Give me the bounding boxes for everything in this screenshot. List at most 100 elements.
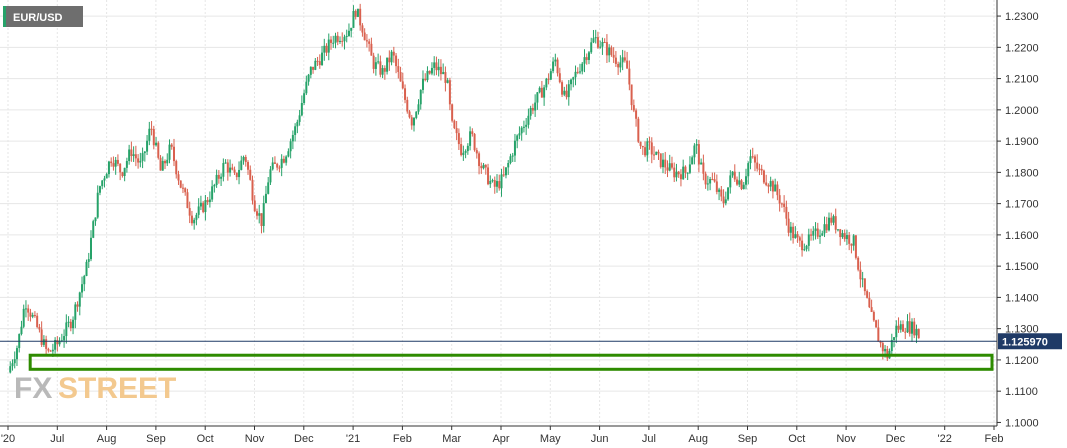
candle-bull: [433, 62, 436, 68]
candle-bear: [740, 180, 743, 190]
candle-bear: [170, 144, 173, 147]
candle-bear: [760, 168, 763, 171]
y-tick-label: 1.1100: [1005, 386, 1038, 398]
candle-bear: [368, 41, 371, 44]
candle-bear: [190, 215, 193, 224]
candle-bear: [843, 233, 846, 240]
candle-bull: [747, 163, 750, 177]
candle-bull: [718, 189, 721, 192]
candle-bull: [731, 171, 734, 176]
candle-bear: [854, 235, 857, 258]
candle-bull: [166, 159, 169, 164]
candle-bull: [583, 57, 586, 64]
candle-bull: [570, 79, 573, 85]
candle-bull: [706, 183, 709, 185]
candle-bear: [404, 88, 407, 100]
candle-bear: [444, 72, 447, 83]
candle-bull: [11, 363, 14, 367]
candle-bull: [821, 233, 824, 236]
candle-bear: [801, 240, 804, 251]
last-price-badge: 1.125970: [998, 333, 1062, 350]
candle-bear: [684, 166, 687, 173]
candle-bull: [738, 180, 741, 185]
candle-bear: [255, 211, 258, 216]
x-tick-label: May: [540, 433, 561, 445]
candle-bear: [839, 229, 842, 238]
candle-bear: [330, 39, 333, 43]
candle-bull: [688, 164, 691, 173]
x-tick-label: Jul: [642, 433, 656, 445]
candle-bull: [143, 151, 146, 154]
candle-bear: [632, 105, 635, 111]
candle-bull: [238, 169, 241, 178]
y-tick-label: 1.1400: [1005, 292, 1039, 304]
x-tick-label: '20: [1, 433, 15, 445]
candle-bear: [134, 154, 137, 159]
candle-bull: [345, 35, 348, 37]
candle-bear: [736, 179, 739, 185]
candle-bull: [504, 167, 507, 176]
candle-bull: [513, 140, 516, 156]
y-tick-label: 1.1700: [1005, 199, 1039, 211]
candle-bull: [807, 234, 810, 246]
candle-bear: [630, 84, 633, 106]
candle-bear: [787, 218, 790, 233]
candle-bull: [695, 144, 698, 146]
candle-bull: [168, 144, 171, 160]
candle-bull: [343, 36, 346, 42]
time-axis[interactable]: '20 Jul Aug Sep Oct Nov Dec '21 Feb Mar Apr May Jun J…: [0, 425, 1003, 445]
candle-bear: [664, 159, 667, 168]
candle-bear: [863, 278, 866, 292]
candle-bull: [258, 213, 261, 216]
candle-bull: [24, 308, 27, 310]
candle-bull: [51, 349, 54, 352]
candle-bear: [451, 104, 454, 121]
candle-bull: [655, 151, 658, 155]
candle-bear: [406, 99, 409, 112]
candle-bull: [421, 78, 424, 90]
candle-bull: [852, 235, 855, 246]
candle-bull: [700, 162, 703, 165]
y-tick-label: 1.2000: [1005, 105, 1039, 117]
price-axis[interactable]: 1.1000 1.1100 1.1200 1.1300 1.1400 1.1500 1.16…: [996, 0, 1039, 429]
candle-bear: [401, 81, 404, 89]
candle-bear: [617, 63, 620, 68]
candle-bear: [397, 66, 400, 73]
candle-bear: [33, 315, 36, 317]
candle-bull: [215, 174, 218, 185]
candle-bull: [608, 47, 611, 56]
x-tick-label: Dec: [886, 433, 906, 445]
candle-bull: [31, 315, 34, 317]
candle-bear: [38, 327, 41, 330]
candle-bear: [603, 42, 606, 44]
candle-bull: [895, 325, 898, 338]
candle-bull: [141, 153, 144, 161]
candle-bear: [312, 66, 315, 70]
candlesticks: [9, 3, 920, 374]
candle-bear: [361, 25, 364, 33]
candle-bull: [125, 161, 128, 168]
candle-bear: [502, 174, 505, 176]
candle-bull: [303, 93, 306, 104]
x-tick-label: Nov: [836, 433, 856, 445]
candle-bear: [859, 269, 862, 280]
candle-bear: [116, 159, 119, 164]
x-tick-label: Oct: [788, 433, 805, 445]
x-tick-label: Feb: [393, 433, 412, 445]
candle-bull: [545, 78, 548, 88]
candle-bull: [836, 229, 839, 231]
candle-bear: [702, 162, 705, 174]
candle-bull: [240, 160, 243, 170]
candle-bull: [812, 230, 815, 236]
candle-bear: [424, 78, 427, 81]
symbol-badge: EUR/USD: [3, 6, 83, 27]
candle-bull: [94, 217, 97, 222]
candle-bull: [581, 63, 584, 72]
candle-bull: [307, 74, 310, 82]
candle-bull: [289, 141, 292, 152]
candle-bear: [704, 173, 707, 185]
x-tick-label: Aug: [688, 433, 708, 445]
candle-bull: [78, 292, 81, 307]
candle-bear: [448, 80, 451, 105]
